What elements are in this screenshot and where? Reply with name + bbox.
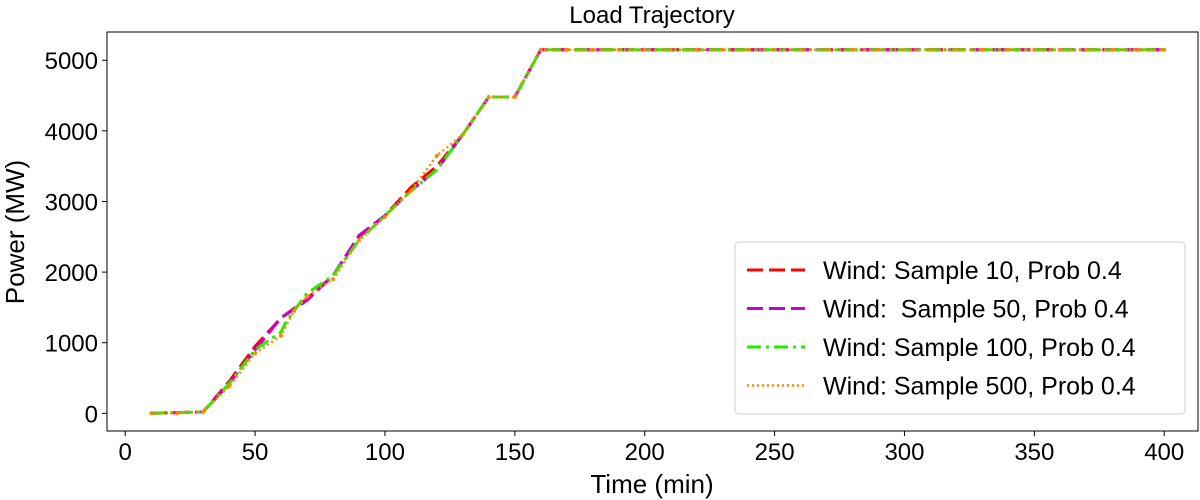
series-point: [305, 294, 309, 299]
series-point: [850, 47, 855, 52]
series-point: [902, 47, 907, 52]
axes-layer: 0 50 100 150 200 250 300 350 4000100020003000400…: [45, 31, 1199, 466]
y-tick-label: 5000: [45, 48, 98, 75]
series-point: [980, 47, 985, 52]
series-point: [590, 47, 595, 52]
series-point: [1058, 47, 1063, 52]
series-point: [1032, 47, 1037, 52]
series-point: [538, 47, 543, 52]
x-tick-label: 0: [119, 439, 132, 466]
x-tick-label: 50: [242, 439, 269, 466]
y-tick-label: 3000: [45, 189, 98, 216]
legend-label-2: Wind: Sample 50, Prob 0.4: [823, 296, 1129, 324]
series-point: [564, 47, 569, 52]
x-axis-title: Time (min): [590, 469, 713, 499]
series-point: [824, 47, 829, 52]
series-point: [227, 384, 232, 389]
y-tick-label: 4000: [45, 119, 98, 146]
series-point: [876, 47, 881, 52]
x-tick-label: 200: [625, 439, 665, 466]
x-tick-label: 350: [1014, 439, 1054, 466]
legend-label-3: Wind: Sample 100, Prob 0.4: [823, 334, 1136, 362]
series-point: [382, 215, 387, 219]
series-point: [798, 47, 803, 52]
series-point: [292, 308, 296, 313]
legend: Wind: Sample 10, Prob 0.4 Wind: Sample 50…: [734, 241, 1186, 415]
series-point: [201, 409, 206, 414]
series-point: [1084, 47, 1089, 52]
chart-title: Load Trajectory: [569, 2, 734, 29]
y-tick-label: 1000: [45, 331, 98, 358]
x-tick-label: 150: [495, 439, 535, 466]
legend-box: [734, 241, 1186, 415]
series-point: [434, 153, 439, 158]
series-point: [149, 411, 154, 416]
y-tick-label: 2000: [45, 260, 98, 287]
x-tick-label: 100: [365, 439, 405, 466]
series-point: [928, 47, 933, 52]
legend-label-1: Wind: Sample 10, Prob 0.4: [823, 257, 1122, 285]
y-tick-label: 0: [85, 401, 98, 428]
series-point: [720, 47, 725, 52]
series-point: [772, 47, 777, 52]
x-tick-label: 400: [1144, 439, 1184, 466]
series-point: [954, 47, 959, 52]
series-point: [175, 411, 180, 416]
series-point: [616, 47, 621, 52]
series-point: [331, 277, 335, 282]
legend-label-4: Wind: Sample 500, Prob 0.4: [823, 373, 1136, 401]
series-point: [279, 333, 283, 338]
series-point: [1136, 47, 1141, 52]
series-point: [668, 47, 673, 52]
plot-frame: [106, 31, 1199, 432]
series-point: [486, 95, 491, 99]
series-point: [357, 238, 361, 243]
series-point: [460, 132, 465, 137]
series-point: [746, 47, 751, 52]
series-point: [408, 188, 413, 193]
series-point: [1162, 47, 1167, 52]
series-layer: [149, 47, 1167, 416]
x-tick-label: 250: [755, 439, 795, 466]
series-point: [1110, 47, 1115, 52]
y-axis-title: Power (MW): [0, 160, 30, 304]
series-point: [1006, 47, 1011, 52]
series-point: [642, 47, 647, 52]
series-point: [512, 95, 517, 99]
series-point: [694, 47, 699, 52]
series-point: [253, 351, 258, 356]
x-tick-label: 300: [884, 439, 924, 466]
